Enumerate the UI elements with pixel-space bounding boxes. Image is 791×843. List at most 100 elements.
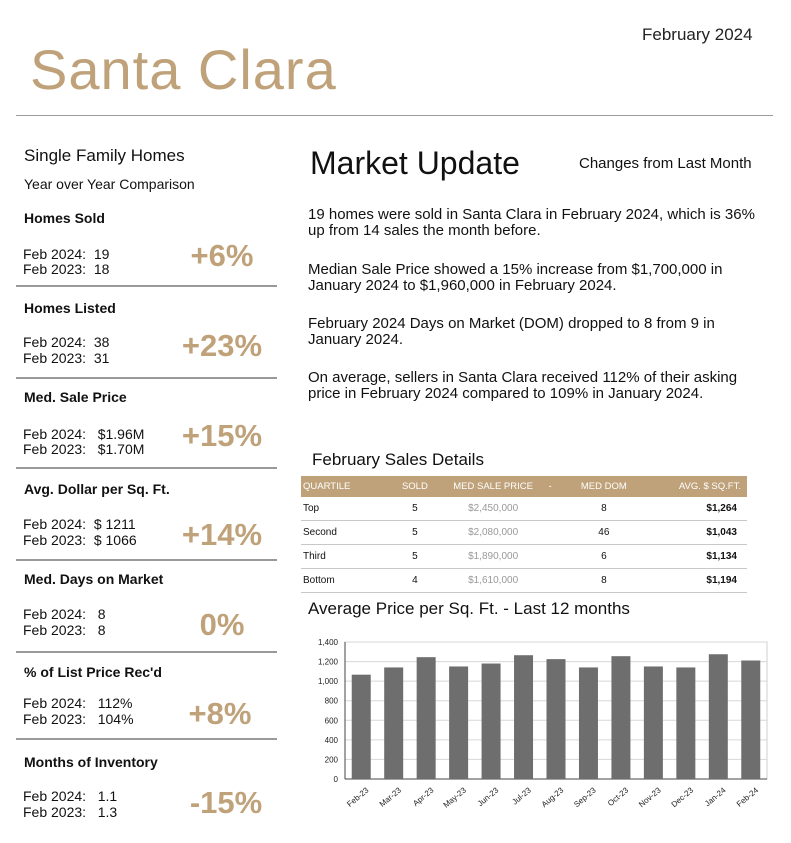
cell-price: $1,610,000 bbox=[449, 568, 537, 593]
x-tick-label: Feb-23 bbox=[345, 785, 371, 809]
sales-details-table: QUARTILE SOLD MED SALE PRICE - MED DOM A… bbox=[301, 476, 747, 593]
stat-previous: Feb 2023: 8 bbox=[23, 622, 106, 638]
y-tick-label: 0 bbox=[334, 775, 339, 784]
stat-months-of-inventory: Months of Inventory Feb 2024: 1.1 Feb 20… bbox=[16, 749, 277, 831]
x-tick-label: Aug-23 bbox=[540, 785, 566, 809]
cell-quartile: Second bbox=[301, 520, 381, 545]
chart-title: Average Price per Sq. Ft. - Last 12 mont… bbox=[308, 599, 630, 618]
bar bbox=[514, 655, 534, 779]
stat-title: Avg. Dollar per Sq. Ft. bbox=[24, 481, 170, 497]
stat-title: Med. Days on Market bbox=[24, 571, 164, 587]
stat-homes-listed: Homes Listed Feb 2024: 38 Feb 2023: 31 +… bbox=[16, 295, 277, 377]
col-dash: - bbox=[536, 476, 564, 497]
stat-previous: Feb 2023: $ 1066 bbox=[23, 532, 137, 548]
x-tick-label: Jun-23 bbox=[476, 785, 501, 808]
cell-blank bbox=[536, 497, 564, 521]
market-paragraph: On average, sellers in Santa Clara recei… bbox=[308, 369, 738, 402]
price-per-sqft-chart: 0 200 400 600 800 1,000 1,200 1,400 Feb-23 Mar-23… bbox=[318, 638, 768, 810]
x-tick-label: Feb-24 bbox=[735, 785, 761, 809]
cell-blank bbox=[536, 544, 564, 569]
stat-divider bbox=[16, 377, 277, 379]
x-tick-label: Dec-23 bbox=[670, 785, 696, 809]
table-row: Second 5 $2,080,000 46 $1,043 bbox=[301, 520, 747, 545]
cell-ppsf: $1,264 bbox=[643, 497, 747, 521]
cell-sold: 4 bbox=[380, 568, 450, 593]
x-tick-label: May-23 bbox=[442, 785, 469, 809]
stat-divider bbox=[16, 559, 277, 561]
stat-homes-sold: Homes Sold Feb 2024: 19 Feb 2023: 18 +6% bbox=[16, 205, 277, 287]
changes-label: Changes from Last Month bbox=[579, 155, 752, 172]
table-header-row: QUARTILE SOLD MED SALE PRICE - MED DOM A… bbox=[301, 476, 747, 497]
cell-price: $1,890,000 bbox=[449, 544, 537, 569]
x-tick-label: Jul-23 bbox=[510, 785, 533, 806]
bar bbox=[384, 667, 404, 779]
cell-dom: 46 bbox=[563, 520, 644, 545]
cell-price: $2,450,000 bbox=[449, 497, 537, 521]
bar bbox=[416, 657, 436, 779]
bar bbox=[351, 674, 371, 779]
sales-details-title: February Sales Details bbox=[312, 450, 484, 469]
bar bbox=[449, 666, 469, 779]
stat-change: 0% bbox=[199, 607, 245, 642]
stat-current: Feb 2024: 112% bbox=[23, 695, 133, 711]
city-title: Santa Clara bbox=[30, 38, 337, 101]
cell-blank bbox=[536, 520, 564, 545]
y-tick-label: 1,400 bbox=[318, 638, 339, 647]
y-tick-label: 600 bbox=[325, 716, 339, 725]
stat-divider bbox=[16, 285, 277, 287]
cell-ppsf: $1,134 bbox=[643, 544, 747, 569]
col-quartile: QUARTILE bbox=[301, 476, 381, 497]
stat-median-sale-price: Med. Sale Price Feb 2024: $1.96M Feb 202… bbox=[16, 384, 277, 466]
bar bbox=[708, 654, 728, 779]
stat-current: Feb 2024: $1.96M bbox=[23, 426, 145, 442]
table-row: Bottom 4 $1,610,000 8 $1,194 bbox=[301, 568, 747, 593]
market-paragraph: 19 homes were sold in Santa Clara in Feb… bbox=[308, 206, 755, 239]
col-avg-sqft: AVG. $ SQ.FT. bbox=[643, 476, 747, 497]
bar bbox=[643, 666, 663, 779]
stat-previous: Feb 2023: 18 bbox=[23, 261, 110, 277]
cell-quartile: Third bbox=[301, 544, 381, 569]
x-tick-label: Apr-23 bbox=[411, 785, 436, 808]
cell-quartile: Top bbox=[301, 497, 381, 521]
market-paragraph: February 2024 Days on Market (DOM) dropp… bbox=[308, 315, 715, 348]
bar bbox=[546, 659, 566, 779]
stat-divider bbox=[16, 467, 277, 469]
col-sold: SOLD bbox=[380, 476, 450, 497]
y-tick-label: 400 bbox=[325, 736, 339, 745]
report-date: February 2024 bbox=[642, 25, 753, 44]
stat-title: Months of Inventory bbox=[24, 754, 158, 770]
stat-change: +8% bbox=[188, 696, 252, 731]
stat-current: Feb 2024: $ 1211 bbox=[23, 516, 136, 532]
x-tick-label: Jan-24 bbox=[703, 785, 728, 808]
cell-blank bbox=[536, 568, 564, 593]
stat-previous: Feb 2023: $1.70M bbox=[23, 441, 145, 457]
stat-change: +23% bbox=[181, 328, 263, 363]
cell-dom: 8 bbox=[563, 497, 644, 521]
cell-dom: 6 bbox=[563, 544, 644, 569]
stat-current: Feb 2024: 8 bbox=[23, 606, 106, 622]
stat-title: Homes Sold bbox=[24, 210, 105, 226]
market-update-title: Market Update bbox=[310, 145, 520, 181]
stat-previous: Feb 2023: 31 bbox=[23, 350, 110, 366]
stat-previous: Feb 2023: 1.3 bbox=[23, 804, 118, 820]
y-tick-label: 200 bbox=[325, 755, 339, 764]
x-tick-label: Mar-23 bbox=[378, 785, 404, 809]
stat-change: +14% bbox=[181, 517, 263, 552]
col-med-dom: MED DOM bbox=[563, 476, 644, 497]
stat-previous: Feb 2023: 104% bbox=[23, 711, 134, 727]
x-tick-label: Sep-23 bbox=[572, 785, 598, 809]
stat-title: % of List Price Rec'd bbox=[24, 664, 162, 680]
bar bbox=[611, 656, 631, 779]
comparison-label: Year over Year Comparison bbox=[24, 176, 195, 192]
market-paragraph: Median Sale Price showed a 15% increase … bbox=[308, 261, 723, 294]
cell-quartile: Bottom bbox=[301, 568, 381, 593]
cell-dom: 8 bbox=[563, 568, 644, 593]
bar bbox=[676, 667, 696, 779]
cell-price: $2,080,000 bbox=[449, 520, 537, 545]
property-type-label: Single Family Homes bbox=[24, 146, 185, 165]
cell-ppsf: $1,043 bbox=[643, 520, 747, 545]
stat-avg-dollar-per-sqft: Avg. Dollar per Sq. Ft. Feb 2024: $ 1211… bbox=[16, 476, 277, 558]
y-tick-label: 1,000 bbox=[318, 677, 339, 686]
cell-sold: 5 bbox=[380, 520, 450, 545]
stat-change: -15% bbox=[189, 785, 263, 820]
